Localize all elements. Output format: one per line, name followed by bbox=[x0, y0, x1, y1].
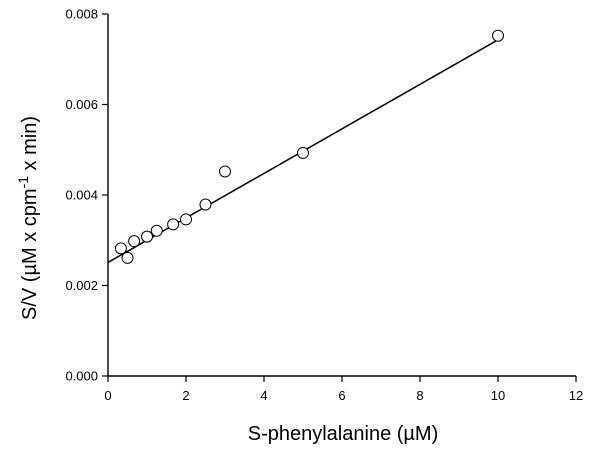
x-tick-label: 4 bbox=[260, 388, 267, 403]
data-point bbox=[492, 29, 504, 42]
y-tick-label: 0.008 bbox=[65, 7, 98, 22]
y-tick-label: 0.004 bbox=[65, 188, 98, 203]
x-tick-label: 2 bbox=[182, 388, 189, 403]
data-point bbox=[180, 213, 192, 226]
y-axis-title-main: S/V (µM x cpm bbox=[19, 188, 41, 320]
y-axis-title: S/V (µM x cpm-1 x min) bbox=[15, 116, 41, 320]
y-axis-title-superscript: -1 bbox=[15, 176, 31, 189]
y-tick-label: 0.006 bbox=[65, 97, 98, 112]
data-point bbox=[219, 165, 231, 178]
y-tick-label: 0.002 bbox=[65, 278, 98, 293]
y-ticks: 0.000 0.002 0.004 0.006 0.008 bbox=[65, 7, 108, 384]
points-layer bbox=[114, 29, 504, 264]
data-point bbox=[297, 146, 309, 159]
data-point bbox=[121, 251, 134, 264]
data-point bbox=[128, 235, 141, 248]
data-point bbox=[167, 218, 180, 231]
x-tick-label: 12 bbox=[569, 388, 583, 403]
y-axis-title-tail: x min) bbox=[19, 116, 41, 176]
x-ticks: 0 2 4 6 8 10 12 bbox=[104, 376, 583, 403]
data-point bbox=[114, 242, 127, 255]
data-point bbox=[150, 224, 163, 237]
y-tick-label: 0.000 bbox=[65, 369, 98, 384]
x-axis-title: S-phenylalanine (µM) bbox=[248, 423, 439, 445]
data-point bbox=[141, 230, 153, 243]
data-point bbox=[199, 198, 212, 211]
x-tick-label: 10 bbox=[491, 388, 505, 403]
x-tick-label: 0 bbox=[104, 388, 111, 403]
x-tick-label: 6 bbox=[338, 388, 345, 403]
x-tick-label: 8 bbox=[416, 388, 423, 403]
axes bbox=[107, 14, 576, 377]
